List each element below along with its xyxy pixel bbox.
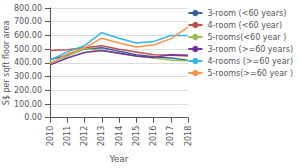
svg-text:700.00: 700.00	[14, 17, 42, 26]
svg-text:4-room (<60 year): 4-room (<60 year)	[207, 21, 282, 30]
svg-text:2012: 2012	[80, 126, 89, 146]
svg-text:200.00: 200.00	[14, 86, 42, 95]
svg-text:2014: 2014	[115, 126, 124, 146]
svg-text:2018: 2018	[184, 126, 193, 146]
svg-text:2013: 2013	[97, 126, 106, 146]
svg-text:5-rooms(<60 year ): 5-rooms(<60 year )	[207, 33, 286, 42]
svg-text:600.00: 600.00	[14, 31, 42, 40]
svg-text:400.00: 400.00	[14, 58, 42, 67]
svg-text:800.00: 800.00	[14, 4, 42, 13]
svg-text:5-rooms(>=60 year ): 5-rooms(>=60 year )	[207, 69, 293, 78]
svg-text:100.00: 100.00	[14, 100, 42, 109]
svg-text:2015: 2015	[132, 126, 141, 146]
svg-text:300.00: 300.00	[14, 72, 42, 81]
svg-text:3-room (<60 years): 3-room (<60 years)	[207, 9, 286, 18]
svg-text:2011: 2011	[63, 126, 72, 146]
svg-text:2010: 2010	[46, 126, 55, 146]
svg-text:2017: 2017	[166, 126, 175, 146]
svg-text:4-rooms (>=60 year): 4-rooms (>=60 year)	[207, 57, 293, 66]
svg-text:S$ per sqft floor area: S$ per sqft floor area	[2, 20, 11, 105]
svg-text:0.00: 0.00	[24, 113, 42, 122]
svg-text:3-room (>=60 years): 3-room (>=60 years)	[207, 45, 293, 54]
svg-text:500.00: 500.00	[14, 45, 42, 54]
svg-text:Year: Year	[108, 154, 128, 164]
svg-text:2016: 2016	[149, 126, 158, 146]
